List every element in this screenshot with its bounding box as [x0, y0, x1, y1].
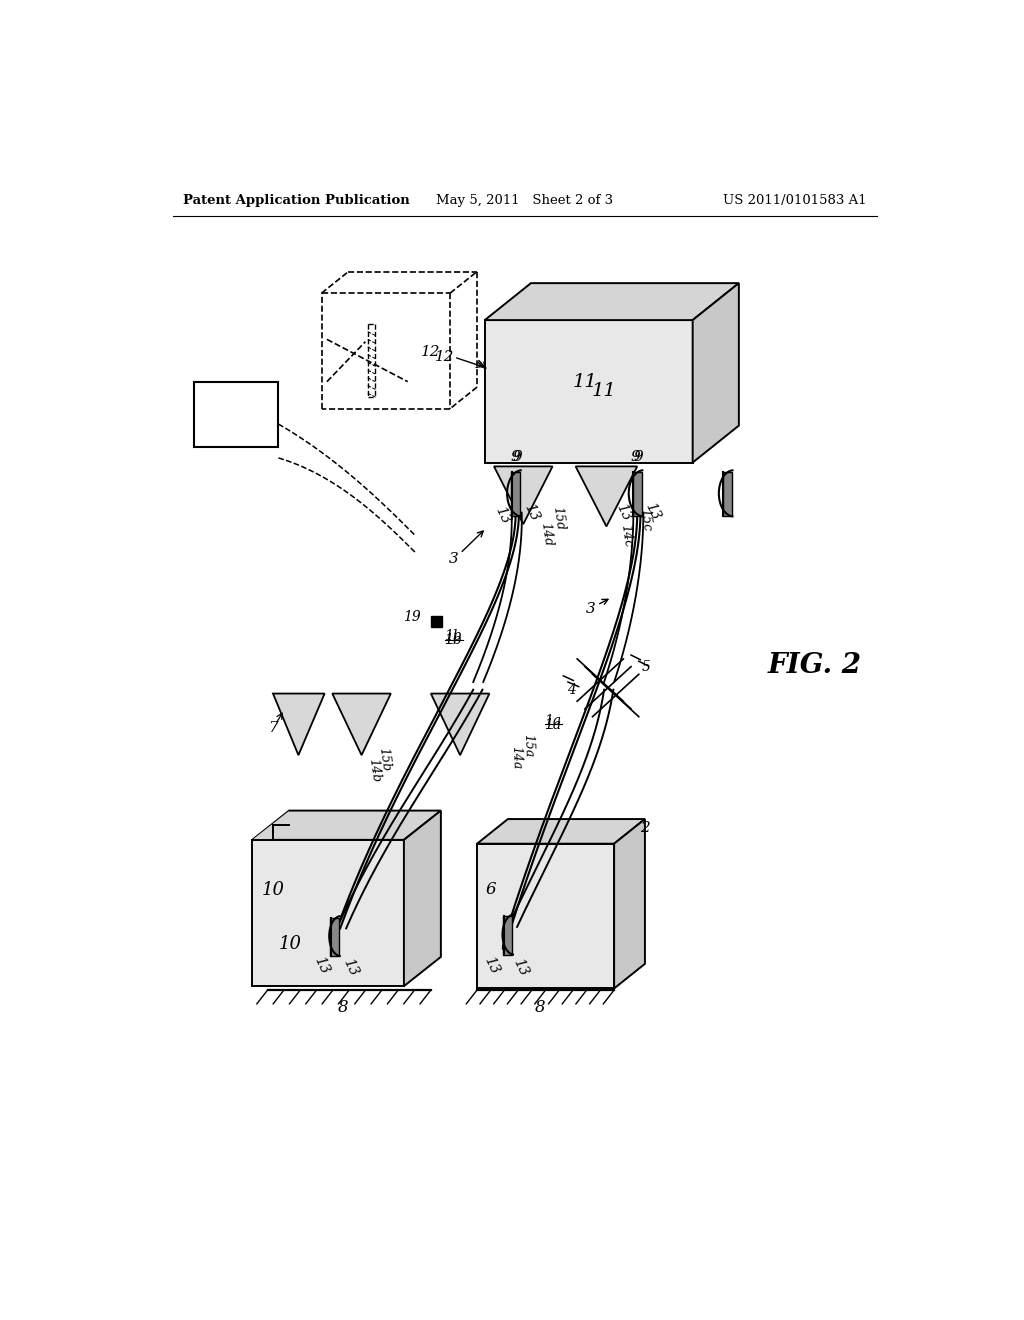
Text: 8: 8: [338, 999, 348, 1016]
Text: 5: 5: [642, 660, 651, 673]
Text: 9: 9: [512, 450, 522, 465]
Text: 15a: 15a: [521, 733, 535, 758]
Polygon shape: [431, 693, 489, 755]
Text: 13: 13: [510, 956, 530, 978]
Text: 3: 3: [450, 552, 459, 566]
Polygon shape: [252, 810, 441, 840]
Text: 14a: 14a: [509, 746, 522, 770]
Text: 12: 12: [435, 350, 455, 364]
Text: 10: 10: [280, 935, 302, 953]
Text: 1b: 1b: [443, 634, 461, 647]
Text: 6: 6: [501, 937, 512, 954]
Polygon shape: [503, 916, 512, 954]
Text: 15b: 15b: [377, 746, 393, 772]
Text: 6: 6: [485, 882, 497, 899]
Text: 13: 13: [521, 502, 541, 524]
Text: 13: 13: [311, 954, 332, 977]
Polygon shape: [484, 321, 692, 462]
Polygon shape: [494, 466, 553, 524]
Text: 1a: 1a: [544, 718, 561, 733]
Text: 12: 12: [421, 346, 440, 359]
Text: 4: 4: [566, 682, 575, 697]
Text: 13: 13: [340, 956, 360, 978]
Polygon shape: [403, 810, 441, 986]
Polygon shape: [692, 284, 739, 462]
Polygon shape: [252, 810, 289, 840]
Text: 9: 9: [631, 450, 641, 465]
Polygon shape: [511, 471, 520, 516]
Text: 9: 9: [634, 450, 644, 465]
Text: FIG. 2: FIG. 2: [767, 652, 861, 678]
Text: 7: 7: [268, 721, 278, 735]
Polygon shape: [273, 693, 325, 755]
Text: 2: 2: [640, 821, 650, 836]
Text: 19: 19: [402, 610, 421, 624]
Text: US 2011/0101583 A1: US 2011/0101583 A1: [723, 194, 866, 207]
Text: May 5, 2011   Sheet 2 of 3: May 5, 2011 Sheet 2 of 3: [436, 194, 613, 207]
Text: 14c: 14c: [618, 524, 635, 548]
Bar: [431, 616, 441, 627]
Polygon shape: [614, 818, 645, 989]
Text: 3: 3: [586, 602, 596, 616]
Text: 20: 20: [223, 405, 249, 422]
Text: 15c: 15c: [637, 508, 653, 532]
Text: 14d: 14d: [539, 521, 554, 546]
Polygon shape: [477, 843, 614, 989]
Polygon shape: [484, 284, 739, 321]
Text: 1̲b: 1̲b: [443, 628, 461, 643]
Polygon shape: [330, 917, 339, 956]
Text: 15d: 15d: [551, 506, 567, 532]
Polygon shape: [333, 693, 391, 755]
Polygon shape: [723, 471, 732, 516]
Text: 10: 10: [261, 880, 285, 899]
Text: 13: 13: [481, 954, 501, 977]
Text: 11: 11: [572, 372, 597, 391]
Text: 13: 13: [493, 504, 513, 525]
Text: 14b: 14b: [366, 758, 382, 783]
Text: Patent Application Publication: Patent Application Publication: [183, 194, 410, 207]
Text: 13: 13: [613, 502, 634, 524]
Bar: [194, 381, 279, 447]
Polygon shape: [575, 466, 637, 527]
Text: 11: 11: [592, 381, 616, 400]
Text: 8: 8: [535, 999, 546, 1016]
Text: 9: 9: [511, 450, 520, 465]
Polygon shape: [633, 471, 642, 516]
Polygon shape: [477, 818, 645, 843]
Text: 13: 13: [642, 500, 663, 523]
Text: 1̲a: 1̲a: [544, 713, 561, 727]
Polygon shape: [252, 840, 403, 986]
